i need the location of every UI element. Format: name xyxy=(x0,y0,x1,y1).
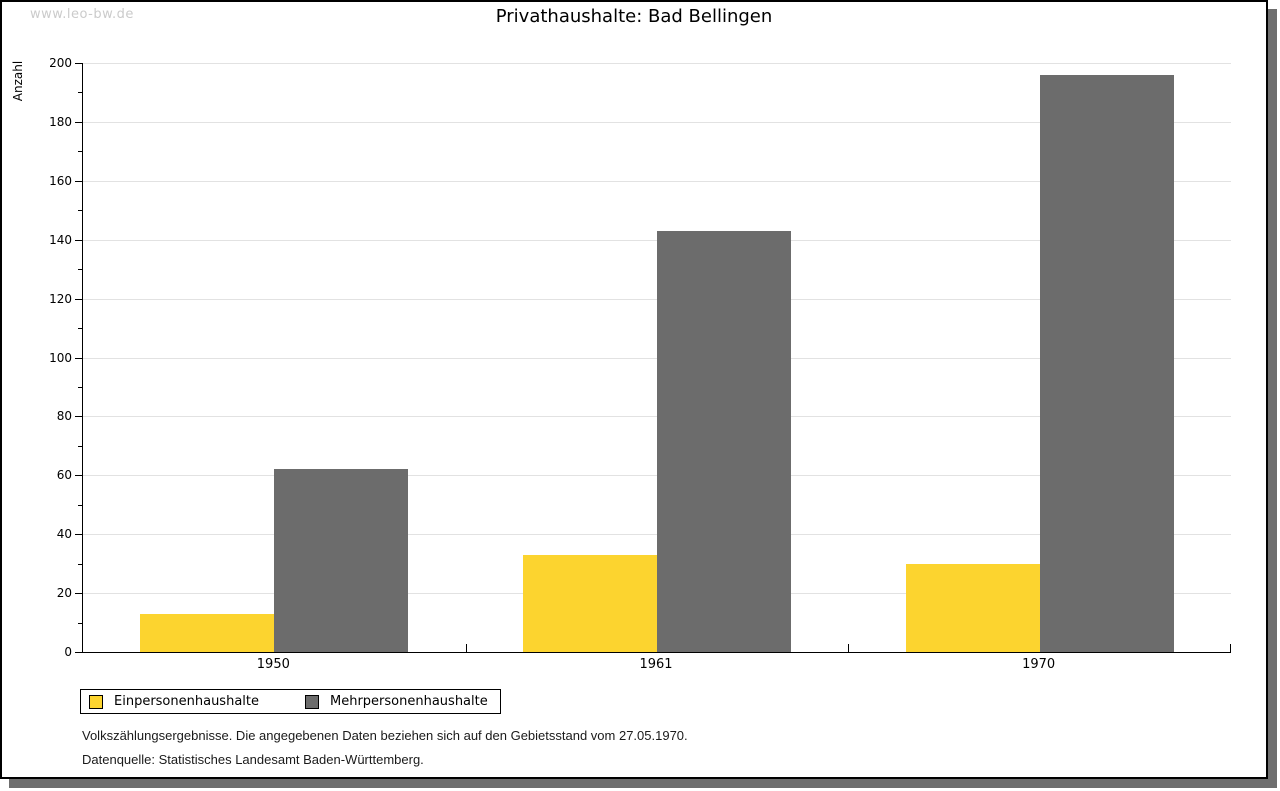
x-division-tick xyxy=(848,644,850,652)
footnote-source-note: Volkszählungsergebnisse. Die angegebenen… xyxy=(82,728,688,743)
x-tick-label: 1970 xyxy=(1022,657,1056,672)
bar-1950-Mehrpersonenhaushalte xyxy=(274,469,409,652)
legend-item: Einpersonenhaushalte xyxy=(89,694,259,709)
x-tick-label: 1950 xyxy=(256,657,290,672)
y-tick-label: 200 xyxy=(49,56,72,70)
chart-frame: www.leo-bw.de Privathaushalte: Bad Belli… xyxy=(0,0,1268,779)
y-tick-label: 160 xyxy=(49,173,72,188)
y-minor-tick xyxy=(78,151,82,153)
y-tick-label: 40 xyxy=(56,527,72,542)
x-tick-label: 1961 xyxy=(639,657,673,672)
footnote-data-source: Datenquelle: Statistisches Landesamt Bad… xyxy=(82,752,424,767)
legend-label: Mehrpersonenhaushalte xyxy=(330,694,488,709)
y-minor-tick xyxy=(78,269,82,271)
y-major-tick xyxy=(75,239,82,241)
y-minor-tick xyxy=(78,386,82,388)
y-minor-tick xyxy=(78,622,82,624)
y-tick-label: 20 xyxy=(56,586,72,601)
legend-label: Einpersonenhaushalte xyxy=(114,694,259,709)
bar-1961-Mehrpersonenhaushalte xyxy=(657,230,791,652)
gridline xyxy=(83,121,1231,123)
y-tick-label: 100 xyxy=(49,350,72,365)
y-tick-label: 0 xyxy=(64,645,72,659)
y-minor-tick xyxy=(78,504,82,506)
bar-1961-Einpersonenhaushalte xyxy=(523,554,657,652)
y-tick-label: 140 xyxy=(49,232,72,247)
y-major-tick xyxy=(75,63,82,64)
y-minor-tick xyxy=(78,445,82,447)
y-minor-tick xyxy=(78,92,82,94)
bar-1970-Mehrpersonenhaushalte xyxy=(1039,74,1174,652)
y-major-tick xyxy=(75,357,82,359)
legend: Einpersonenhaushalte Mehrpersonenhaushal… xyxy=(80,689,501,714)
y-tick-label: 180 xyxy=(49,114,72,129)
legend-swatch-mehrpersonenhaushalte xyxy=(305,694,319,709)
y-major-tick xyxy=(75,475,82,477)
legend-swatch-einpersonenhaushalte xyxy=(89,694,103,709)
plot-area xyxy=(82,63,1231,653)
chart-title: Privathaushalte: Bad Bellingen xyxy=(495,6,773,27)
y-minor-tick xyxy=(78,563,82,565)
y-tick-label: 120 xyxy=(49,291,72,306)
gridline xyxy=(83,63,1231,64)
bar-1950-Einpersonenhaushalte xyxy=(140,613,275,652)
gridline xyxy=(83,180,1231,182)
x-division-tick xyxy=(465,644,467,652)
watermark: www.leo-bw.de xyxy=(30,7,134,22)
y-major-tick xyxy=(75,180,82,182)
y-major-tick xyxy=(75,121,82,123)
y-major-tick xyxy=(75,298,82,300)
y-major-tick xyxy=(75,593,82,595)
y-major-tick xyxy=(75,652,82,653)
y-minor-tick xyxy=(78,328,82,330)
x-axis-end-tick xyxy=(1230,644,1231,652)
legend-item: Mehrpersonenhaushalte xyxy=(305,694,488,709)
y-major-tick xyxy=(75,416,82,418)
y-major-tick xyxy=(75,534,82,536)
y-tick-label: 60 xyxy=(56,468,72,483)
y-tick-label: 80 xyxy=(56,409,72,424)
bar-1970-Einpersonenhaushalte xyxy=(905,563,1040,652)
y-minor-tick xyxy=(78,210,82,212)
